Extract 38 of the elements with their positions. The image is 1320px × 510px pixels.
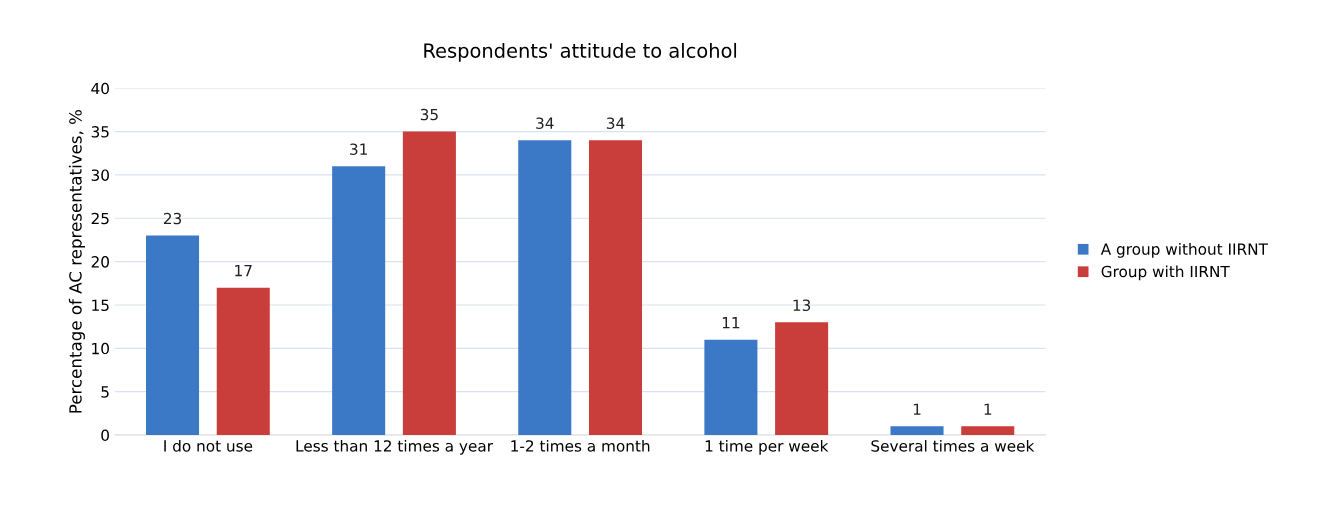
chart-title: Respondents' attitude to alcohol <box>424 42 737 62</box>
bar <box>518 140 572 436</box>
bar <box>961 426 1015 436</box>
data-label: 11 <box>722 317 740 329</box>
y-tick-label: 10 <box>92 342 109 355</box>
bar <box>216 287 270 436</box>
y-tick-label: 0 <box>101 429 109 442</box>
y-tick-label: 35 <box>91 126 109 138</box>
data-label: 1 <box>984 403 992 415</box>
legend-label: A group without IIRNT <box>1100 243 1268 258</box>
bar <box>332 166 386 436</box>
bar <box>402 131 456 436</box>
y-tick-label: 5 <box>101 386 109 398</box>
data-label: 34 <box>606 117 625 129</box>
y-tick-label: 25 <box>91 212 109 225</box>
bar <box>775 322 829 436</box>
x-tick-label: 1-2 times a month <box>511 439 650 452</box>
data-label: 13 <box>793 299 811 312</box>
data-label: 35 <box>420 108 438 121</box>
x-tick-label: 1 time per week <box>705 439 829 455</box>
bar <box>704 339 758 436</box>
data-label: 23 <box>163 212 182 225</box>
y-tick-label: 30 <box>91 169 109 181</box>
bar <box>890 426 944 436</box>
x-tick-label: Less than 12 times a year <box>296 439 493 455</box>
x-tick-label: I do not use <box>164 439 253 452</box>
y-axis-title: Percentage of AC representatives, % <box>68 109 85 413</box>
data-label: 34 <box>536 117 554 129</box>
bar <box>588 140 643 436</box>
y-tick-label: 15 <box>92 299 109 311</box>
y-tick-label: 40 <box>91 82 109 95</box>
legend-label: Group with IIRNT <box>1101 265 1230 281</box>
data-label: 31 <box>350 143 367 155</box>
data-label: 17 <box>235 264 252 277</box>
bar <box>146 235 200 436</box>
y-tick-label: 20 <box>91 256 109 268</box>
x-tick-label: Several times a week <box>871 439 1035 452</box>
data-label: 1 <box>913 403 921 415</box>
